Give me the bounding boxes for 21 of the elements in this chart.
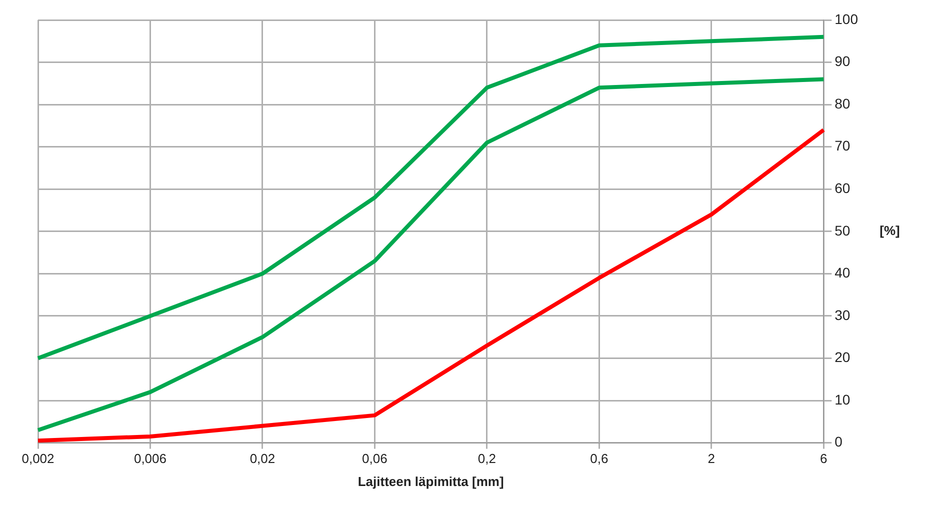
y-tick-label: 80 <box>834 95 850 112</box>
y-tick-label: 100 <box>834 10 858 27</box>
y-axis-title: [%] <box>880 222 900 238</box>
x-tick-label: 0,002 <box>22 451 54 466</box>
x-tick-label: 2 <box>708 451 716 466</box>
y-tick-label: 50 <box>834 222 850 238</box>
y-tick-label: 70 <box>834 138 850 154</box>
x-tick-label: 0,2 <box>478 451 496 466</box>
y-tick-label: 60 <box>834 180 850 196</box>
x-tick-label: 6 <box>820 451 828 466</box>
y-tick-label: 30 <box>834 306 850 323</box>
x-axis-title: Lajitteen läpimitta [mm] <box>358 474 504 489</box>
y-tick-label: 20 <box>834 349 850 366</box>
y-tick-label: 90 <box>834 53 850 70</box>
x-tick-label: 0,6 <box>590 451 608 466</box>
x-tick-label: 0,006 <box>134 451 167 466</box>
y-tick-label: 0 <box>834 434 843 450</box>
y-tick-label: 40 <box>834 264 850 281</box>
y-tick-label: 10 <box>834 391 850 408</box>
x-tick-label: 0,06 <box>362 451 388 466</box>
x-tick-label: 0,02 <box>250 451 276 466</box>
